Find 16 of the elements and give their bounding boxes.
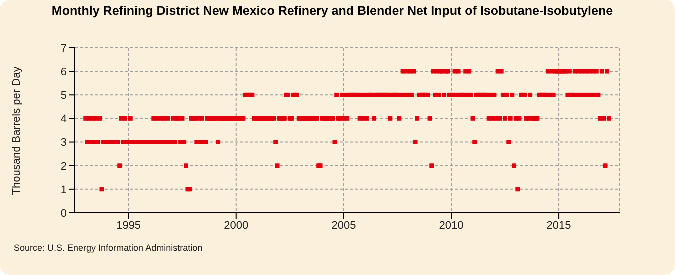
y-tick-label: 3 xyxy=(60,137,67,150)
x-tick-label: 2005 xyxy=(332,220,356,232)
y-tick-label: 1 xyxy=(60,184,67,196)
y-tick-label: 5 xyxy=(60,90,67,102)
x-tick-label: 2000 xyxy=(224,220,249,232)
source-note: Source: U.S. Energy Information Administration xyxy=(14,243,203,253)
y-tick-label: 7 xyxy=(60,42,67,55)
x-tick-label: 2010 xyxy=(439,220,464,232)
y-tick-label: 4 xyxy=(60,114,67,126)
chart-title: Monthly Refining District New Mexico Refinery and Blender Net Input of Isobutane-Isobutylene xyxy=(50,4,614,18)
y-tick-label: 0 xyxy=(60,208,67,220)
y-axis-title: Thousand Barrels per Day xyxy=(11,66,23,196)
y-tick-label: 6 xyxy=(60,66,67,78)
x-tick-label: 1995 xyxy=(116,220,142,232)
x-tick-label: 2015 xyxy=(546,220,572,232)
y-tick-label: 2 xyxy=(60,160,67,173)
